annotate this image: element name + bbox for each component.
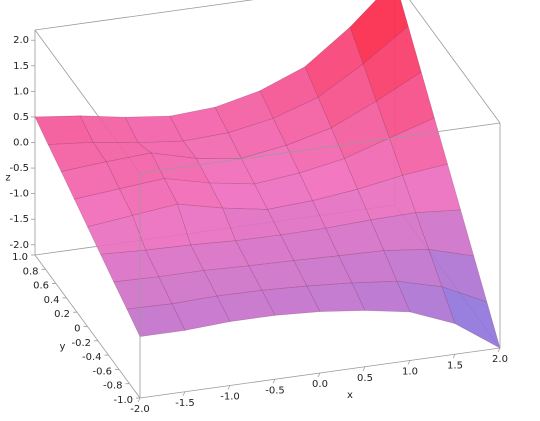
z-tick-label: 1.0 — [13, 86, 29, 97]
y-tick-label: -0.4 — [82, 352, 102, 363]
x-tick-label: 1.5 — [447, 360, 463, 371]
x-tick — [227, 385, 231, 390]
box-edge — [34, 0, 254, 31]
y-tick-label: 0.2 — [54, 309, 70, 320]
y-tick-label: -1.0 — [113, 395, 133, 406]
z-tick-label: 0.0 — [13, 138, 29, 149]
z-tick-label: -1.0 — [9, 189, 29, 200]
y-tick-label: -0.2 — [71, 338, 91, 349]
x-tick — [452, 354, 456, 359]
x-tick-label: -0.5 — [265, 385, 285, 396]
surface-patch — [190, 240, 250, 271]
z-tick-label: 1.5 — [13, 61, 29, 72]
z-axis-label: z — [5, 173, 10, 184]
y-tick-label: 0.4 — [44, 295, 60, 306]
y-axis-label: y — [60, 342, 66, 353]
x-tick-label: 0.0 — [312, 379, 328, 390]
y-tick-label: -0.8 — [103, 381, 123, 392]
x-tick-label: -2.0 — [130, 404, 150, 415]
x-tick — [317, 372, 321, 378]
z-tick-label: -1.5 — [9, 214, 29, 225]
z-tick-label: 0.5 — [13, 112, 29, 123]
x-tick — [407, 360, 411, 365]
x-tick-label: -1.5 — [175, 398, 195, 409]
x-tick — [272, 379, 276, 384]
surface-patch — [370, 212, 430, 251]
box-edge — [139, 122, 501, 174]
surface-patch — [171, 295, 231, 331]
y-tick-label: -0.6 — [92, 366, 112, 377]
z-tick-label: -0.5 — [9, 163, 29, 174]
surface-patch — [79, 115, 139, 144]
y-tick-label: 0 — [74, 324, 80, 335]
x-tick-label: 1.0 — [402, 367, 418, 378]
x-tick — [137, 397, 141, 403]
x-tick-label: -1.0 — [220, 392, 240, 403]
y-tick-label: 0.8 — [23, 266, 39, 277]
surface-patch — [298, 158, 358, 201]
z-tick-label: -2.0 — [9, 240, 29, 251]
surface-patch — [261, 285, 321, 316]
y-tick-label: 1.0 — [12, 252, 28, 263]
box-edge — [409, 0, 501, 124]
x-tick-label: 0.5 — [357, 373, 373, 384]
surface-patch — [60, 161, 120, 200]
x-tick — [497, 347, 501, 353]
x-tick — [182, 391, 186, 396]
x-tick — [362, 366, 366, 371]
z-tick-label: 2.0 — [13, 35, 29, 46]
y-tick-label: 0.6 — [33, 281, 49, 292]
surface-patch — [203, 265, 263, 297]
x-tick-label: 2.0 — [492, 354, 508, 365]
surface-patch — [306, 282, 366, 312]
surface-patch — [73, 188, 133, 228]
surface — [34, 0, 501, 349]
x-axis-label: x — [347, 390, 353, 401]
surface-patch — [126, 303, 186, 337]
surface-patch — [441, 286, 501, 349]
surface-patch — [351, 280, 411, 313]
